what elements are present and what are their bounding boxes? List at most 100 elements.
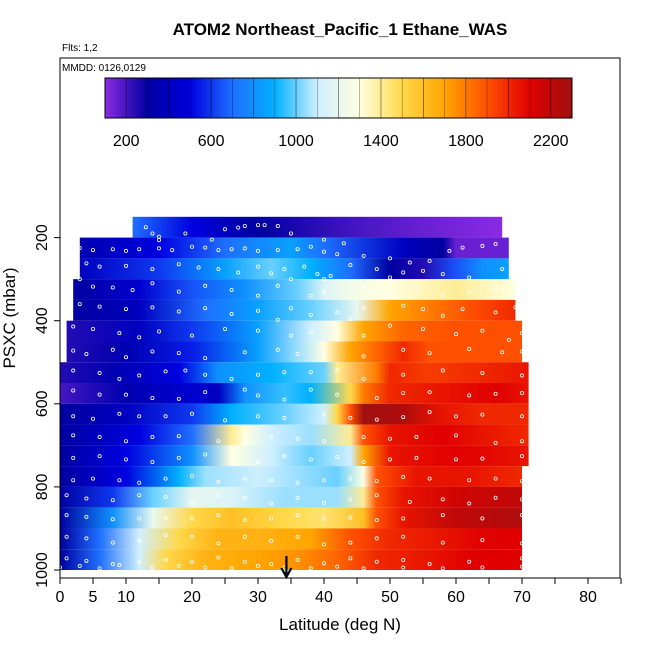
observation-point [341,241,346,246]
observation-point [387,292,392,297]
observation-point [302,264,307,269]
observation-point [242,518,247,523]
observation-point [275,317,280,322]
observation-point [229,312,234,317]
observation-point [229,566,234,571]
observation-point [321,237,326,242]
observation-point [110,285,115,290]
observation-point [124,263,129,268]
observation-point [137,335,142,340]
observation-point [308,293,313,298]
observation-point [321,500,326,505]
observation-point [117,331,122,336]
observation-point [520,331,525,336]
observation-point [242,223,247,228]
heatmap-row [60,445,529,467]
observation-point [255,393,260,398]
observation-point [500,350,505,355]
observation-point [163,369,168,374]
observation-point [137,373,142,378]
observation-point [493,391,498,396]
observation-point [137,538,142,543]
observation-point [91,416,96,421]
observation-point [288,333,293,338]
observation-point [97,371,102,376]
observation-point [203,565,208,570]
observation-point [414,285,419,290]
observation-point [348,556,353,561]
observation-point [460,307,465,312]
observation-point [255,293,260,298]
observation-point [374,493,379,498]
observation-point [500,267,505,272]
observation-point [282,267,287,272]
observation-point [440,497,445,502]
observation-point [255,563,260,568]
observation-point [520,564,525,569]
observation-point [361,376,366,381]
observation-point [520,390,525,395]
observation-point [255,372,260,377]
heatmap-row [60,549,522,571]
heatmap-row [73,299,516,321]
observation-point [216,248,221,253]
observation-point [84,496,89,501]
observation-point [321,277,326,282]
observation-point [493,310,498,315]
observation-point [480,538,485,543]
observation-point [150,349,155,354]
observation-point [189,411,194,416]
observation-point [242,559,247,564]
colorbar-tick-label: 200 [113,133,140,150]
x-tick-label: 20 [183,589,201,606]
observation-point [295,558,300,563]
observation-point [282,454,287,459]
observation-point [124,248,129,253]
observation-point [150,281,155,286]
observation-point [374,479,379,484]
y-tick-label: 400 [34,307,51,334]
y-axis: 200 400 600 800 1000 [34,224,60,588]
observation-point [288,231,293,236]
observation-point [361,284,366,289]
observation-point [176,309,181,314]
colorbar-tick-label: 1800 [448,133,484,150]
observation-point [216,493,221,498]
heatmap-row [60,403,529,425]
observation-point [401,372,406,377]
observation-point [117,411,122,416]
observation-point [163,515,168,520]
observation-point [427,258,432,263]
heatmap-row [60,424,529,446]
observation-point [453,457,458,462]
observation-point [77,245,82,250]
observation-point [520,454,525,459]
observation-point [361,435,366,440]
observation-point [440,368,445,373]
observation-point [71,478,76,483]
observation-point [420,307,425,312]
observation-point [440,292,445,297]
x-axis: 0 5 10 20 30 40 50 60 70 80 [56,578,622,606]
observation-point [110,540,115,545]
observation-point [361,459,366,464]
x-tick-label: 10 [117,589,135,606]
observation-point [269,435,274,440]
observation-point [216,267,221,272]
observation-point [229,287,234,292]
observation-point [321,516,326,521]
observation-point [71,433,76,438]
observation-point [189,244,194,249]
observation-point [282,370,287,375]
observation-point [513,305,518,310]
observation-point [189,516,194,521]
observation-point [335,564,340,569]
observation-point [124,457,129,462]
observation-point [150,267,155,272]
observation-point [348,263,353,268]
observation-point [203,390,208,395]
observation-point [222,327,227,332]
observation-point [176,351,181,356]
observation-point [156,246,161,251]
observation-point [176,289,181,294]
